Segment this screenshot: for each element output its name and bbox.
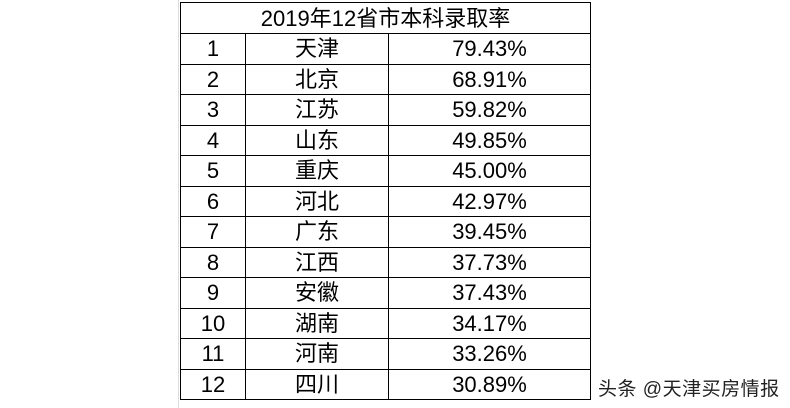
- table-title: 2019年12省市本科录取率: [180, 2, 591, 34]
- province-cell: 山东: [245, 124, 389, 156]
- rate-cell: 34.17%: [388, 307, 591, 339]
- province-cell: 广东: [245, 216, 389, 248]
- rank-cell: 1: [180, 33, 246, 65]
- province-cell: 四川: [245, 368, 389, 400]
- rate-cell: 68.91%: [388, 63, 591, 95]
- rate-cell: 59.82%: [388, 94, 591, 126]
- province-cell: 天津: [245, 33, 389, 65]
- table-row: 4 山东 49.85%: [180, 124, 591, 156]
- admission-rate-table: 2019年12省市本科录取率 1 天津 79.43% 2 北京 68.91% 3 江苏 59.8…: [180, 2, 591, 400]
- table-row: 5 重庆 45.00%: [180, 155, 591, 187]
- province-cell: 安徽: [245, 277, 389, 309]
- rate-cell: 42.97%: [388, 185, 591, 217]
- rate-cell: 30.89%: [388, 368, 591, 400]
- province-cell: 湖南: [245, 307, 389, 339]
- rank-cell: 8: [180, 246, 246, 278]
- table-row: 10 湖南 34.17%: [180, 307, 591, 339]
- rank-cell: 12: [180, 368, 246, 400]
- rate-cell: 37.43%: [388, 277, 591, 309]
- table-row: 2 北京 68.91%: [180, 63, 591, 95]
- rank-cell: 3: [180, 94, 246, 126]
- table-row: 11 河南 33.26%: [180, 338, 591, 370]
- rank-cell: 4: [180, 124, 246, 156]
- rank-cell: 9: [180, 277, 246, 309]
- rank-cell: 6: [180, 185, 246, 217]
- rate-cell: 49.85%: [388, 124, 591, 156]
- rank-cell: 2: [180, 63, 246, 95]
- province-cell: 北京: [245, 63, 389, 95]
- rate-cell: 45.00%: [388, 155, 591, 187]
- province-cell: 江苏: [245, 94, 389, 126]
- province-cell: 重庆: [245, 155, 389, 187]
- rank-cell: 7: [180, 216, 246, 248]
- table-row: 7 广东 39.45%: [180, 216, 591, 248]
- rate-cell: 37.73%: [388, 246, 591, 278]
- province-cell: 河北: [245, 185, 389, 217]
- title-row: 2019年12省市本科录取率: [180, 2, 591, 34]
- table-row: 9 安徽 37.43%: [180, 277, 591, 309]
- gridline: [178, 0, 179, 408]
- province-cell: 江西: [245, 246, 389, 278]
- table-row: 3 江苏 59.82%: [180, 94, 591, 126]
- table-row: 12 四川 30.89%: [180, 368, 591, 400]
- rank-cell: 10: [180, 307, 246, 339]
- rate-cell: 33.26%: [388, 338, 591, 370]
- watermark: 头条 @天津买房情报: [598, 379, 780, 400]
- table-row: 1 天津 79.43%: [180, 33, 591, 65]
- table-row: 6 河北 42.97%: [180, 185, 591, 217]
- rate-cell: 39.45%: [388, 216, 591, 248]
- rank-cell: 11: [180, 338, 246, 370]
- province-cell: 河南: [245, 338, 389, 370]
- rate-cell: 79.43%: [388, 33, 591, 65]
- rank-cell: 5: [180, 155, 246, 187]
- table-row: 8 江西 37.73%: [180, 246, 591, 278]
